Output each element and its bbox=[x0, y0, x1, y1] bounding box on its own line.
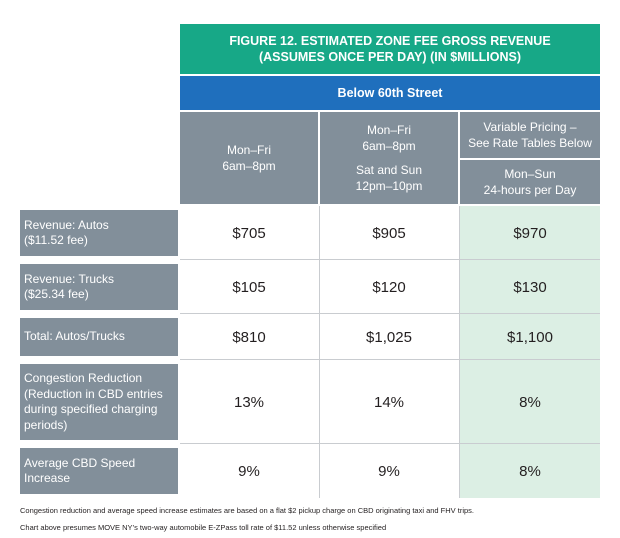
figure-title-line-2: (ASSUMES ONCE PER DAY) (IN $MILLIONS) bbox=[258, 50, 522, 64]
row-divider bbox=[180, 313, 600, 314]
cell-congestion-variable: 8% bbox=[519, 393, 541, 411]
row-divider bbox=[180, 259, 600, 260]
column-header-weekday-hours: 6am–8pm bbox=[362, 139, 416, 153]
footnote-toll-rate: Chart above presumes MOVE NY’s two-way a… bbox=[20, 523, 387, 532]
column-header-all-week: Mon–Sun 24-hours per Day bbox=[460, 160, 600, 204]
variable-pricing-note: See Rate Tables Below bbox=[468, 136, 592, 150]
column-divider bbox=[459, 206, 460, 498]
cell-revenue-autos-weekday-weekend: $905 bbox=[372, 224, 406, 242]
figure-title-line-1: FIGURE 12. ESTIMATED ZONE FEE GROSS REVE… bbox=[229, 34, 551, 48]
row-divider bbox=[180, 359, 600, 360]
row-label-revenue-autos: Revenue: Autos ($11.52 fee) bbox=[20, 210, 178, 256]
column-divider bbox=[319, 206, 320, 498]
column-header-variable-pricing: Variable Pricing – See Rate Tables Below bbox=[460, 112, 600, 158]
cell-total-variable: $1,100 bbox=[507, 328, 553, 346]
column-header-weekday-days: Mon–Fri bbox=[226, 143, 271, 157]
row-label-avg-speed: Average CBD Speed Increase bbox=[20, 448, 178, 494]
figure-title: FIGURE 12. ESTIMATED ZONE FEE GROSS REVE… bbox=[180, 24, 600, 74]
cell-speed-weekday-weekend: 9% bbox=[378, 462, 400, 480]
cell-congestion-weekday: 13% bbox=[233, 393, 265, 411]
cell-revenue-trucks-weekday-weekend: $120 bbox=[372, 278, 406, 296]
variable-pricing-label: Variable Pricing – bbox=[483, 120, 577, 134]
cell-revenue-autos-variable: $970 bbox=[513, 224, 547, 242]
row-divider bbox=[180, 443, 600, 444]
cell-total-weekday: $810 bbox=[232, 328, 266, 346]
column-header-weekday: Mon–Fri 6am–8pm bbox=[180, 112, 318, 204]
variable-pricing-column-highlight bbox=[460, 206, 600, 498]
column-header-weekday-hours: 6am–8pm bbox=[222, 159, 276, 173]
cell-speed-variable: 8% bbox=[519, 462, 541, 480]
cell-speed-weekday: 9% bbox=[238, 462, 260, 480]
cell-total-weekday-weekend: $1,025 bbox=[366, 328, 412, 346]
cell-revenue-autos-weekday: $705 bbox=[232, 224, 266, 242]
cell-revenue-trucks-variable: $130 bbox=[513, 278, 547, 296]
cell-congestion-weekday-weekend: 14% bbox=[373, 393, 405, 411]
row-label-congestion-reduction: Congestion Reduction (Reduction in CBD e… bbox=[20, 364, 178, 440]
column-header-weekend-hours: 12pm–10pm bbox=[355, 179, 423, 193]
row-label-total: Total: Autos/Trucks bbox=[20, 318, 178, 356]
figure-subtitle: Below 60th Street bbox=[180, 76, 600, 110]
cell-revenue-trucks-weekday: $105 bbox=[232, 278, 266, 296]
all-week-days: Mon–Sun bbox=[504, 167, 556, 181]
footnote-methodology: Congestion reduction and average speed i… bbox=[20, 506, 475, 515]
column-header-weekend-days: Sat and Sun bbox=[355, 163, 423, 177]
all-week-hours: 24-hours per Day bbox=[483, 183, 577, 197]
column-header-weekday-days: Mon–Fri bbox=[366, 123, 411, 137]
column-header-weekday-weekend: Mon–Fri 6am–8pm Sat and Sun 12pm–10pm bbox=[320, 112, 458, 204]
row-label-revenue-trucks: Revenue: Trucks ($25.34 fee) bbox=[20, 264, 178, 310]
